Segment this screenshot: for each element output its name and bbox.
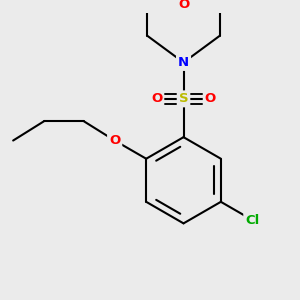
Text: O: O — [205, 92, 216, 105]
Text: O: O — [109, 134, 120, 147]
Text: Cl: Cl — [245, 214, 260, 226]
Text: O: O — [178, 0, 189, 11]
Text: N: N — [178, 56, 189, 69]
Text: O: O — [151, 92, 162, 105]
Text: S: S — [179, 92, 188, 105]
